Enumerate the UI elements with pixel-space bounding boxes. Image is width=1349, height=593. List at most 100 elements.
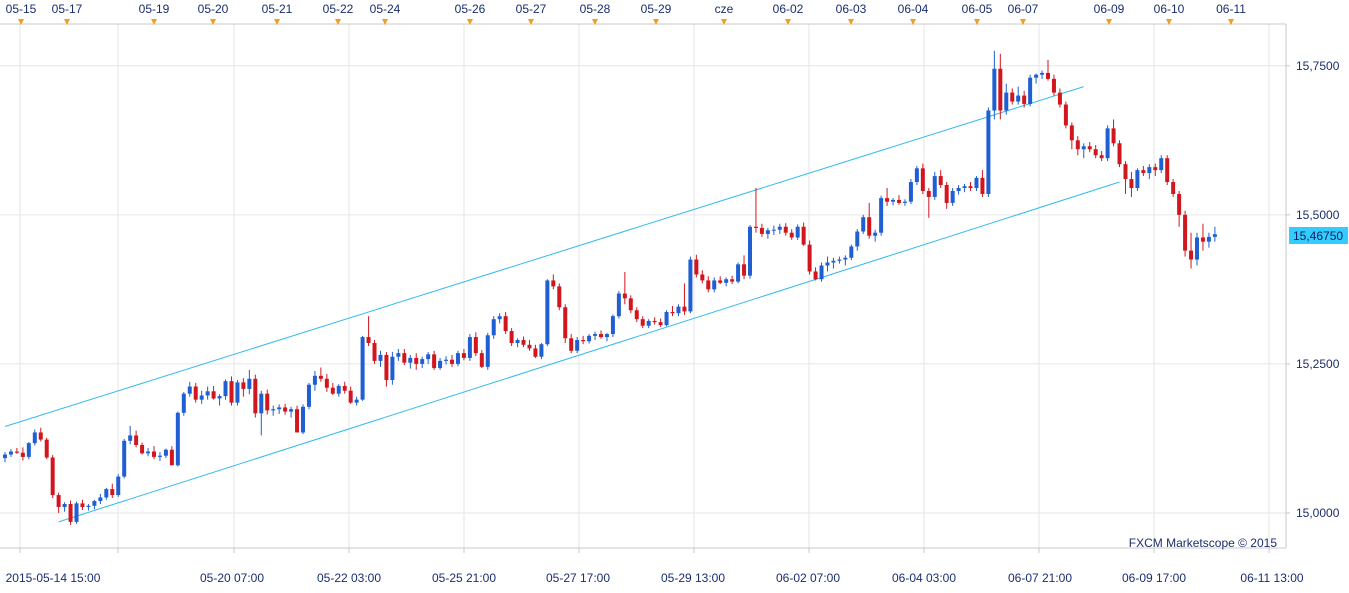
candle — [330, 382, 335, 395]
candle — [688, 256, 693, 314]
candle-body — [587, 335, 592, 342]
candle-body — [938, 176, 943, 186]
candle — [199, 390, 204, 404]
time-label: 05-29 13:00 — [661, 571, 725, 585]
candle — [819, 262, 824, 282]
candle-body — [688, 259, 693, 312]
top-date-label: 05-29 — [641, 2, 672, 16]
candle-body — [777, 226, 782, 230]
candle — [670, 306, 675, 317]
candle — [944, 182, 949, 209]
candle-body — [593, 334, 598, 336]
candle — [974, 176, 979, 191]
candle-body — [521, 340, 526, 345]
candle — [891, 198, 896, 206]
candle — [426, 351, 431, 364]
candle-body — [479, 353, 484, 367]
candle-body — [420, 359, 425, 364]
candle — [759, 223, 764, 237]
candle — [241, 378, 246, 397]
candle-body — [1028, 77, 1033, 104]
candle — [980, 170, 985, 197]
candle-body — [1046, 72, 1050, 79]
candle-body — [1057, 92, 1062, 105]
time-label: 05-22 03:00 — [317, 571, 381, 585]
candle-body — [8, 451, 13, 455]
channel-line-lower — [58, 181, 1120, 523]
time-label: 06-09 17:00 — [1122, 571, 1186, 585]
candle — [509, 328, 514, 346]
candle-body — [497, 316, 502, 320]
candle-body — [485, 335, 490, 367]
candle — [885, 187, 890, 206]
candle — [1212, 226, 1217, 242]
candle — [277, 404, 282, 414]
date-marker — [1020, 19, 1026, 25]
top-date-label: 05-28 — [580, 2, 611, 16]
top-date-label: 05-19 — [139, 2, 170, 16]
candle-body — [44, 439, 49, 458]
candle — [604, 332, 609, 342]
candle-body — [1117, 143, 1122, 165]
candle-body — [658, 322, 663, 326]
candle — [1147, 164, 1152, 180]
top-date-label: 06-04 — [898, 2, 929, 16]
candle — [122, 439, 127, 479]
candle-body — [432, 354, 437, 369]
candle — [26, 441, 31, 460]
candle — [843, 255, 848, 266]
candle-body — [3, 454, 7, 459]
candle — [14, 447, 19, 454]
candle — [1069, 122, 1074, 150]
price-tick-label: 15,7500 — [1296, 59, 1340, 73]
candle-body — [68, 503, 73, 522]
candle — [271, 405, 276, 416]
candle-body — [742, 264, 747, 276]
candle-body — [157, 455, 162, 457]
candle-body — [759, 227, 764, 234]
current-price-label: 15,46750 — [1289, 227, 1348, 244]
candle — [50, 455, 55, 499]
candle — [706, 276, 711, 293]
candle-body — [670, 312, 675, 314]
candle-body — [557, 286, 562, 308]
candle — [932, 171, 937, 200]
candle — [32, 429, 37, 446]
candle-body — [1034, 74, 1039, 78]
candle — [157, 452, 162, 462]
candle — [1183, 210, 1188, 257]
candle — [140, 442, 145, 455]
candle-body — [104, 489, 109, 498]
candle — [283, 403, 288, 415]
candle-body — [1081, 146, 1086, 150]
candle — [253, 374, 258, 418]
candle-body — [1200, 237, 1205, 242]
candle-body — [813, 271, 818, 280]
candle-body — [140, 444, 145, 454]
candle-body — [950, 190, 955, 203]
candle-body — [205, 391, 210, 396]
date-marker — [848, 19, 854, 25]
candle — [461, 348, 466, 361]
candle — [390, 351, 395, 385]
top-date-label: 05-26 — [455, 2, 486, 16]
top-date-label: cze — [715, 2, 734, 16]
date-marker — [64, 19, 70, 25]
top-date-label: 06-07 — [1008, 2, 1039, 16]
candle-body — [1147, 167, 1152, 174]
candle-body — [1022, 95, 1027, 104]
candle — [1195, 232, 1199, 266]
date-marker — [1106, 19, 1112, 25]
candle-body — [116, 476, 121, 496]
candle-body — [86, 505, 91, 507]
date-marker — [210, 19, 216, 25]
candle — [569, 334, 574, 354]
candle — [533, 344, 538, 358]
candle-body — [26, 443, 31, 457]
top-date-label: 05-21 — [262, 2, 293, 16]
candle-body — [706, 280, 711, 290]
candle — [551, 274, 556, 290]
top-date-label: 06-11 — [1216, 2, 1246, 16]
date-marker — [151, 19, 157, 25]
candles — [3, 50, 1217, 525]
